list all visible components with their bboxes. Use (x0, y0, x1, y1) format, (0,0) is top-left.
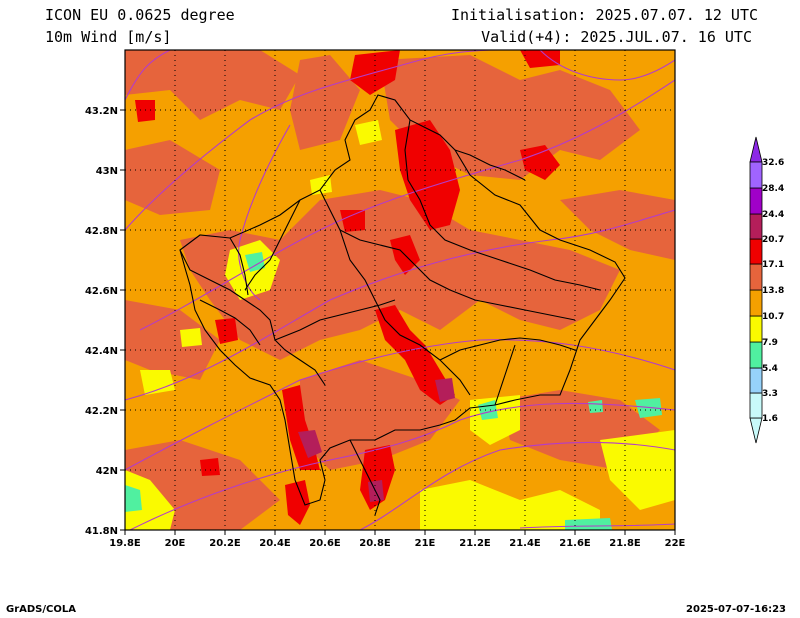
colorbar-swatch (749, 392, 763, 419)
colorbar-swatch (749, 315, 763, 343)
variable-title: 10m Wind [m/s] (45, 28, 172, 46)
colorbar-level: 1.6 (762, 414, 778, 424)
lon-label: 21.4E (509, 538, 541, 549)
wind-region-high (290, 55, 360, 150)
wind-region-strong (285, 480, 310, 525)
lat-label: 43N (96, 166, 118, 177)
colorbar-level: 32.6 (762, 158, 784, 168)
lon-label: 20.8E (359, 538, 391, 549)
colorbar-swatch (749, 213, 763, 240)
render-timestamp: 2025-07-07-16:23 (686, 604, 786, 615)
colorbar-min-arrow (749, 417, 763, 444)
colorbar-level: 7.9 (762, 338, 778, 348)
lon-label: 20.6E (309, 538, 341, 549)
wind-region-very-strong (298, 430, 322, 458)
lon-label: 21.8E (609, 538, 641, 549)
lat-label: 41.8N (85, 526, 118, 537)
lat-label: 42.6N (85, 286, 118, 297)
colorbar-swatch (749, 263, 763, 291)
lon-label: 19.8E (109, 538, 141, 549)
wind-region-low (600, 430, 675, 510)
wind-region-strong (200, 458, 220, 476)
wind-region-high (125, 300, 220, 380)
lat-lon-grid (125, 50, 675, 530)
wind-region-strong (395, 120, 460, 230)
wind-region-strong (135, 100, 155, 122)
colorbar-level: 17.1 (762, 260, 784, 270)
lon-label: 20.4E (259, 538, 291, 549)
wind-region-strong (360, 445, 395, 510)
streamlines (125, 50, 675, 530)
colorbar-swatch (749, 341, 763, 369)
lon-label: 20E (165, 538, 186, 549)
colorbar-level: 28.4 (762, 184, 784, 194)
lat-label: 42.2N (85, 406, 118, 417)
wind-region-calm (245, 252, 265, 272)
colorbar-swatch (749, 289, 763, 317)
colorbar-level: 3.3 (762, 389, 778, 399)
valid-time-label: Valid(+4): 2025.JUL.07. 16 UTC (481, 28, 752, 46)
wind-region-high (125, 50, 300, 120)
wind-region-low (180, 328, 202, 347)
wind-region-high (180, 190, 620, 360)
colorbar-swatch (749, 238, 763, 265)
lat-label: 42.8N (85, 226, 118, 237)
colorbar-max-arrow (749, 136, 763, 163)
colorbar-level: 10.7 (762, 312, 784, 322)
lat-label: 42N (96, 466, 118, 477)
wind-region-strong (520, 145, 560, 180)
lon-label: 21.6E (559, 538, 591, 549)
software-credit: GrADS/COLA (6, 604, 76, 615)
initialisation-label: Initialisation: 2025.07.07. 12 UTC (450, 6, 758, 24)
wind-region-high (125, 140, 220, 215)
colorbar-swatch (749, 367, 763, 394)
wind-region-very-strong (435, 378, 455, 402)
wind-region-strong (340, 210, 365, 232)
lat-label: 42.4N (85, 346, 118, 357)
wind-region-calm (125, 485, 142, 512)
wind-region-high (560, 190, 675, 260)
colorbar-level: 5.4 (762, 364, 778, 374)
axis-ticks (120, 109, 676, 535)
colorbar-swatch (749, 161, 763, 189)
lat-label: 43.2N (85, 106, 118, 117)
wind-region-calm (588, 400, 603, 413)
lon-label: 21.2E (459, 538, 491, 549)
wind-region-low (310, 175, 332, 195)
wind-region-low (355, 120, 382, 145)
wind-region-calm (635, 398, 662, 418)
lon-label: 21E (415, 538, 436, 549)
lon-label: 20.2E (209, 538, 241, 549)
country-borders (179, 94, 626, 516)
wind-region-strong (215, 318, 238, 344)
colorbar-level: 24.4 (762, 210, 784, 220)
lon-label: 22E (665, 538, 686, 549)
colorbar-level: 13.8 (762, 286, 784, 296)
model-title: ICON EU 0.0625 degree (45, 6, 235, 24)
wind-field (125, 50, 675, 530)
colorbar-swatch (749, 187, 763, 215)
wind-region-low (140, 370, 175, 395)
colorbar (749, 136, 763, 444)
wind-region-strong (520, 50, 560, 68)
wind-region-low (420, 480, 600, 530)
wind-region-calm (565, 518, 612, 530)
colorbar-level: 20.7 (762, 235, 784, 245)
